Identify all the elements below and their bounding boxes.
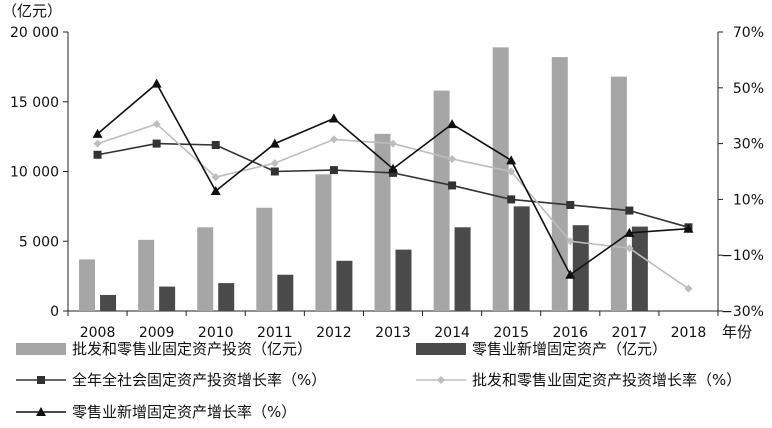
x-tick-label: 2015 — [493, 325, 529, 341]
bar-series-1-2016 — [551, 57, 568, 311]
legend-label-3: 全年全社会固定资产投资增长率（%） — [72, 371, 326, 389]
line-series-2 — [97, 123, 689, 290]
line-series-3-point-2018 — [683, 223, 694, 233]
right-tick-label: 10% — [733, 192, 764, 208]
bar-series-2-2008 — [100, 294, 117, 311]
x-tick-label: 2018 — [671, 325, 707, 341]
legend: 批发和零售业固定资产投资（亿元） 零售业新增固定资产（亿元） 全年全社会固定资产投资… — [16, 340, 741, 421]
line-series-3-point-2014 — [447, 119, 458, 129]
bar-series-2-2012 — [336, 260, 353, 311]
line-series-1-point-2009 — [152, 139, 161, 148]
right-tick-label: −30% — [721, 304, 764, 320]
line-series-1-point-2010 — [211, 140, 220, 149]
line-series-1-point-2017 — [625, 206, 634, 215]
line-series-3-point-2009 — [151, 78, 162, 88]
line-series-1-point-2015 — [507, 195, 516, 204]
line-series-2-point-2010 — [211, 173, 220, 182]
bar-series-2-2013 — [395, 249, 412, 311]
x-tick-label: 2016 — [552, 325, 588, 341]
bar-series-1-2015 — [492, 47, 509, 311]
line-series-1-point-2012 — [329, 166, 338, 175]
legend-label-1: 批发和零售业固定资产投资（亿元） — [72, 340, 312, 358]
line-series-1-point-2014 — [448, 181, 457, 190]
line-series-1-point-2008 — [93, 150, 102, 159]
bar-series-2-2014 — [454, 227, 471, 311]
axes — [63, 31, 723, 316]
line-series-3-point-2008 — [92, 128, 103, 138]
bar-series-1-2012 — [315, 174, 332, 311]
right-tick-label: −10% — [721, 248, 764, 264]
legend-swatch-bar-1 — [16, 343, 66, 355]
x-tick-label: 2011 — [257, 325, 293, 341]
line-series-1 — [97, 142, 689, 229]
line-series-3-point-2015 — [506, 155, 517, 165]
right-tick-label: 70% — [733, 25, 764, 41]
line-series-1-point-2016 — [566, 200, 575, 209]
line-series-2-point-2018 — [684, 284, 693, 293]
line-series-3-point-2016 — [565, 269, 576, 279]
line-series-2-point-2009 — [152, 120, 161, 129]
line-series-2-point-2008 — [93, 139, 102, 148]
bar-series-1-2014 — [433, 90, 450, 311]
bar-series-2-2009 — [159, 286, 176, 311]
left-tick-label: 10 000 — [10, 165, 59, 181]
x-tick-label: 2017 — [612, 325, 648, 341]
right-tick-label: 50% — [733, 81, 764, 97]
line-series-2-point-2014 — [448, 154, 457, 163]
legend-marker-3 — [37, 376, 45, 384]
x-tick-label: 2014 — [434, 325, 470, 341]
line-series-2-point-2016 — [566, 237, 575, 246]
legend-label-5: 零售业新增固定资产增长率（%） — [72, 403, 296, 421]
bar-series-1-2008 — [79, 259, 96, 311]
bar-series-1-2017 — [610, 76, 627, 311]
line-series-3-point-2017 — [624, 227, 635, 237]
left-axis-unit-label: （亿元） — [2, 2, 62, 20]
line-series-1-point-2011 — [270, 167, 279, 176]
line-series-2-point-2015 — [507, 167, 516, 176]
line-series-3-point-2012 — [328, 113, 339, 123]
bar-series-1-2010 — [197, 227, 214, 311]
x-tick-label: 2009 — [139, 325, 175, 341]
x-tick-label: 2012 — [316, 325, 352, 341]
left-tick-label: 15 000 — [10, 95, 59, 111]
legend-label-2: 零售业新增固定资产（亿元） — [472, 340, 667, 358]
x-tick-label: 2008 — [80, 325, 116, 341]
line-series-1-point-2013 — [389, 168, 397, 177]
bar-series-1-2011 — [256, 207, 273, 311]
bar-series-2-2011 — [277, 274, 294, 311]
legend-marker-5 — [36, 407, 46, 416]
legend-marker-4 — [437, 376, 445, 384]
line-series-2-point-2017 — [625, 244, 634, 253]
left-tick-label: 0 — [50, 304, 59, 320]
bars — [79, 47, 648, 311]
bar-series-2-2017 — [631, 226, 648, 311]
line-series-3 — [97, 82, 689, 276]
line-series-3-point-2011 — [269, 138, 280, 148]
legend-swatch-bar-2 — [416, 343, 466, 355]
bar-series-1-2009 — [138, 239, 155, 311]
right-tick-label: 30% — [733, 137, 764, 153]
bar-series-1-2013 — [374, 133, 391, 311]
line-series-2-point-2013 — [389, 139, 397, 148]
line-series-3-point-2010 — [210, 186, 221, 196]
line-series-3-point-2013 — [388, 163, 398, 173]
legend-label-4: 批发和零售业固定资产投资增长率（%） — [472, 371, 741, 389]
line-series-2-point-2012 — [329, 135, 338, 144]
lines — [92, 78, 694, 293]
left-tick-label: 20 000 — [10, 25, 59, 41]
x-tick-label: 2013 — [375, 325, 411, 341]
left-tick-label: 5 000 — [19, 234, 59, 250]
x-tick-label: 2010 — [198, 325, 234, 341]
x-axis-unit-label: 年份 — [722, 323, 752, 341]
bar-series-2-2015 — [513, 206, 530, 311]
line-series-2-point-2011 — [270, 159, 279, 168]
tick-labels: 0 5 000 10 000 15 000 20 000 −30% −10% 10% 30% 50… — [10, 25, 764, 341]
bar-series-2-2010 — [218, 283, 235, 311]
